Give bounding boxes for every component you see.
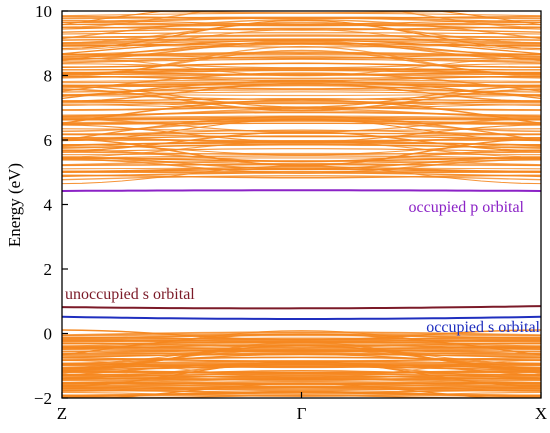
band-line [62,174,541,179]
band-line [62,28,541,51]
band-line [62,329,541,341]
band-line [62,122,541,126]
band-line [62,337,541,340]
band-line [62,166,541,172]
band-line [62,152,541,156]
band-line [62,42,541,47]
band-line [62,27,541,33]
band-line [62,34,541,38]
y-tick-label: 0 [44,325,53,344]
band-line [62,381,541,384]
band-line [62,18,541,40]
band-line [62,101,541,104]
band-line [62,21,541,44]
band-line [62,79,541,83]
band-lines [62,11,541,398]
band-line [62,369,541,374]
band-line [62,91,541,96]
band-line [62,347,541,354]
x-tick-label: Z [57,404,67,423]
annotation-occupied-p-orbital: occupied p orbital [408,199,524,216]
band-line [62,387,541,392]
band-line [62,89,541,93]
axis-ticks: −2 0 2 4 6 8 10 Z Γ X [34,2,547,423]
band-line [62,331,541,336]
band-line [62,16,541,20]
band-line [62,63,541,69]
band-line [62,11,541,28]
band-line [62,83,541,89]
band-line [62,135,541,141]
band-line [62,333,541,337]
y-tick-label: 2 [44,260,53,279]
y-tick-label: 4 [44,196,53,215]
band-line [62,16,541,20]
band-line [62,73,541,76]
x-tick-label: Γ [297,404,307,423]
band-line [62,159,541,165]
band-line [62,157,541,160]
band-line [62,344,541,350]
band-line [62,170,541,174]
band-line [62,129,541,135]
band-line [62,387,541,391]
band-line [62,98,541,102]
band-line [62,363,541,369]
band-line [62,167,541,170]
band-line [62,330,541,350]
band-line [62,375,541,380]
x-tick-label: X [535,404,547,423]
orbital-lines [61,189,542,320]
band-line [62,26,541,31]
band-line [62,93,541,97]
band-line [62,69,541,75]
y-axis-title: Energy (eV) [5,163,24,247]
band-line [62,132,541,135]
band-line [62,148,541,153]
band-line [62,62,541,68]
band-line [62,370,541,374]
band-line [62,39,541,45]
band-line [62,175,541,181]
band-line [62,362,541,367]
band-line [62,72,541,92]
band-line [62,118,541,121]
band-line [62,371,541,375]
band-line [62,128,541,132]
annotation-occupied-s-orbital: occupied s orbital [426,319,540,336]
band-line [62,115,541,118]
series-line-occupied-s-orbital [61,315,542,320]
band-line [62,32,541,35]
band-line [62,21,541,27]
band-line [62,75,541,80]
y-tick-label: 10 [35,2,52,21]
band-line [62,343,541,349]
y-tick-label: −2 [34,389,52,408]
band-line [62,156,541,170]
band-line [62,11,541,26]
band-line [62,352,541,359]
series-line-occupied-p-orbital [61,189,542,192]
band-line [62,163,541,167]
series-line-unoccupied-s-orbital [61,305,542,310]
y-tick-label: 6 [44,131,53,150]
band-line [62,54,541,58]
band-line [62,155,541,159]
band-line [62,56,541,62]
band-line [62,119,541,125]
annotation-unoccupied-s-orbital: unoccupied s orbital [65,286,195,303]
band-line [62,58,541,64]
band-line [62,51,541,56]
y-tick-label: 8 [44,67,53,86]
band-line [62,139,541,142]
band-line [62,38,541,41]
band-line [62,117,541,120]
band-line [62,57,541,77]
